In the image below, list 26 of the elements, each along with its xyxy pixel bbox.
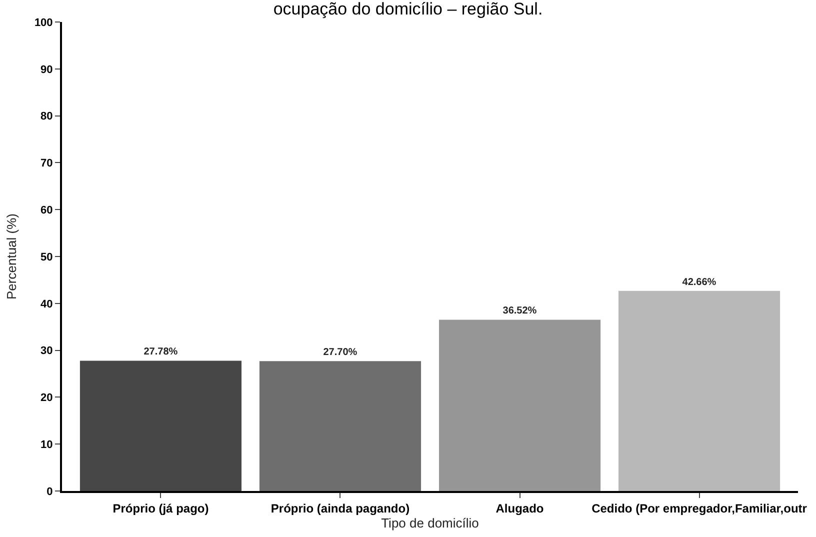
y-axis-title: Percentual (%) <box>4 214 19 300</box>
x-axis-title: Tipo de domicílio <box>381 515 479 530</box>
x-tick-label: Alugado <box>496 501 544 516</box>
y-tick-label: 10 <box>40 438 53 451</box>
data-label: 36.52% <box>502 306 537 317</box>
y-tick-label: 0 <box>46 486 53 498</box>
y-tick-label: 90 <box>40 64 53 76</box>
data-label: 27.70% <box>323 347 358 358</box>
y-tick-label: 100 <box>34 16 53 29</box>
bar <box>259 361 422 491</box>
y-tick-label: 40 <box>40 298 53 310</box>
bar <box>618 290 780 491</box>
x-tick-label: Cedido (Por empregador,Familiar,outr <box>592 501 808 516</box>
y-tick-label: 80 <box>40 110 53 123</box>
y-tick-label: 50 <box>40 251 53 264</box>
y-tick-label: 70 <box>40 158 53 170</box>
bar <box>438 320 601 491</box>
bar <box>80 360 242 491</box>
y-tick-label: 30 <box>40 345 53 358</box>
chart-title: ocupação do domicílio – região Sul. <box>273 0 543 19</box>
y-tick-label: 60 <box>40 204 53 216</box>
data-label: 27.78% <box>144 346 178 358</box>
x-tick-label: Próprio (já pago) <box>112 501 209 516</box>
y-tick-label: 20 <box>40 392 53 404</box>
x-tick-label: Próprio (ainda pagando) <box>270 501 410 516</box>
data-label: 42.66% <box>682 276 716 288</box>
